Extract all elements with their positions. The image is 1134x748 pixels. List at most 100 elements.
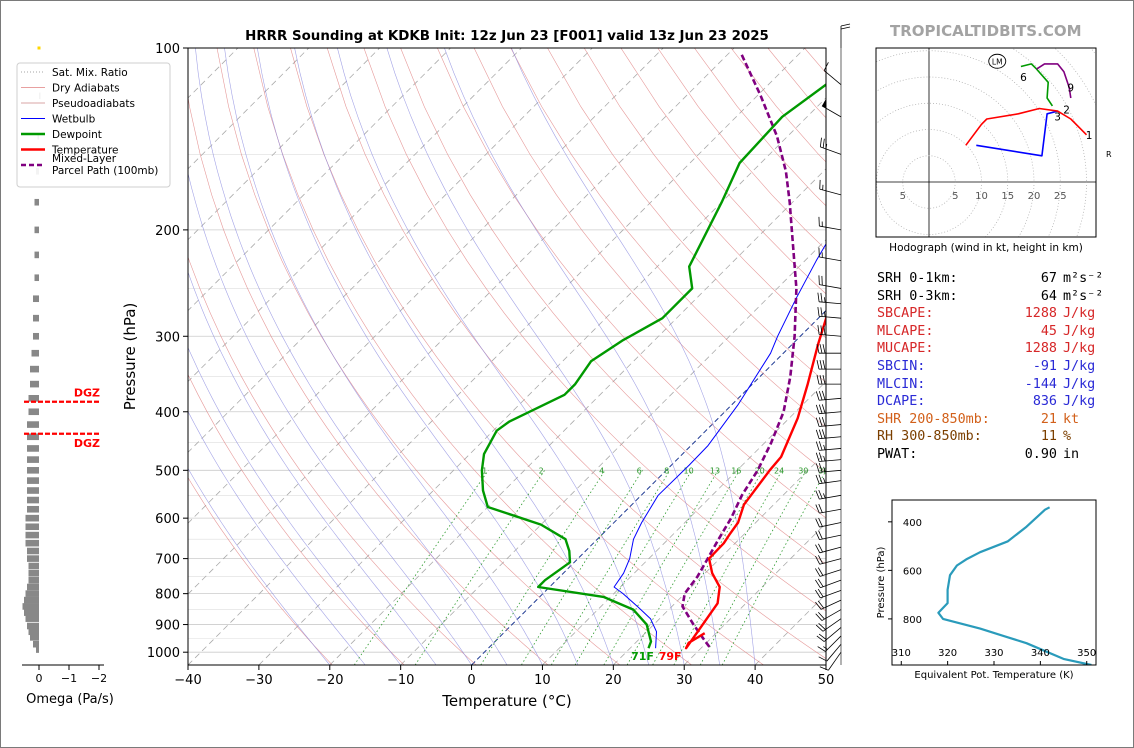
wind-barb — [815, 489, 842, 500]
hodograph-plot-area — [875, 47, 1097, 238]
omega-bar — [34, 226, 39, 234]
wind-barb — [815, 555, 842, 565]
omega-panel: 0 −1 −2 Omega (Pa/s) DGZ DGZ — [22, 46, 114, 707]
omega-bar — [27, 555, 39, 562]
param-key: PWAT: — [877, 446, 918, 462]
param-key: SBCIN: — [877, 358, 926, 374]
wind-barb — [816, 344, 841, 354]
wind-barb — [819, 137, 842, 155]
omega-bar — [28, 569, 39, 577]
wind-barb — [840, 23, 851, 48]
omega-bar — [27, 467, 39, 474]
omega-bar — [33, 332, 39, 340]
hodograph-height-label: 3 — [1054, 111, 1061, 123]
omega-bar — [30, 365, 39, 373]
legend-label: Wetbulb — [52, 114, 96, 126]
wind-barb — [819, 651, 842, 671]
param-value: 1288 — [1024, 306, 1057, 322]
param-key: SHR 200-850mb: — [877, 411, 990, 427]
hodograph-series: 1 23 6 9 LM — [965, 53, 1092, 157]
x-tick-label: 20 — [605, 673, 622, 688]
wind-barb — [816, 375, 841, 385]
wind-barb — [821, 98, 842, 118]
wind-barb — [815, 567, 842, 577]
theta-e-y-tick-label: 400 — [903, 518, 922, 529]
chart-title: HRRR Sounding at KDKB Init: 12z Jun 23 [… — [245, 29, 769, 44]
param-row: MLCAPE: 45 J/kg — [877, 323, 1103, 341]
hodograph-ring-label: 5 — [900, 191, 906, 202]
omega-tick-label: 0 — [36, 672, 43, 685]
theta-e-plot-area — [891, 499, 1097, 666]
omega-bar — [25, 590, 39, 597]
freezing-isotherm — [471, 309, 826, 665]
wind-barb — [815, 452, 842, 462]
dry-adiabat — [547, 48, 826, 383]
wind-barb — [815, 588, 842, 599]
x-tick-label: −30 — [245, 673, 272, 688]
omega-bar — [30, 380, 39, 388]
surface-temperature-label: 79F — [659, 650, 682, 663]
mixing-ratio-label: 6 — [637, 467, 642, 476]
hodograph-ring — [876, 50, 1061, 237]
omega-bar — [27, 496, 39, 504]
wind-barb — [816, 360, 841, 370]
moist-adiabat — [294, 48, 614, 665]
omega-bar — [24, 596, 39, 604]
moist-adiabat — [444, 48, 720, 665]
series-dewpoint — [480, 83, 826, 649]
dry-adiabat — [473, 48, 826, 473]
param-row: SRH 0-3km: 64 m²s⁻² — [877, 288, 1103, 306]
omega-bar — [30, 634, 39, 641]
dry-adiabat — [363, 48, 826, 612]
theta-e-axes: 310 320 330 340 350 400 600 800 Equivalent Pot. … — [876, 518, 1096, 681]
param-key: DCAPE: — [877, 394, 926, 410]
moist-adiabat — [188, 172, 472, 665]
param-key: MLCAPE: — [877, 323, 934, 339]
hodograph-edge-label: R — [1106, 150, 1112, 159]
hodograph-background: 5 5 10 15 20 25 — [876, 48, 1096, 237]
mixing-ratio-label: 30 — [798, 467, 808, 476]
hodograph-height-label: 2 — [1063, 105, 1070, 117]
param-row: MUCAPE: 1288 J/kg — [877, 340, 1103, 358]
wind-barb — [817, 325, 842, 337]
wind-barb — [815, 609, 842, 621]
moist-adiabat — [337, 48, 650, 665]
y-axis-label: Pressure (hPa) — [121, 303, 139, 411]
moist-adiabat — [257, 48, 579, 665]
mixing-ratio-label: 24 — [774, 467, 784, 476]
param-value: 1288 — [1024, 341, 1057, 357]
wind-barb — [818, 247, 842, 262]
x-tick-label: −10 — [387, 673, 414, 688]
param-unit: % — [1063, 429, 1072, 445]
param-key: SRH 0-1km: — [877, 271, 958, 286]
wind-barb — [817, 292, 842, 305]
wind-barb — [815, 474, 842, 485]
surface-dewpoint-label: 71F — [631, 650, 654, 663]
isotherm — [542, 380, 826, 665]
dry-adiabat — [188, 256, 477, 665]
param-value: -144 — [1024, 376, 1057, 392]
hodograph-caption: Hodograph (wind in kt, height in km) — [889, 242, 1083, 254]
omega-bar — [34, 251, 39, 259]
mixing-ratio-line — [626, 470, 740, 665]
isotherm — [683, 522, 826, 665]
omega-bar — [27, 487, 39, 494]
wind-barb — [815, 429, 842, 440]
param-value: 67 — [1040, 271, 1057, 286]
mixing-ratio-line — [414, 470, 546, 665]
dgz-label: DGZ — [74, 437, 100, 450]
omega-bar — [31, 349, 39, 357]
param-unit: J/kg — [1063, 341, 1096, 357]
hodograph-ring-label: 15 — [1001, 191, 1014, 202]
wind-barb — [815, 404, 842, 415]
hodograph-ring-label: 5 — [952, 191, 958, 202]
theta-e-series — [937, 506, 1092, 665]
hodograph-ring — [902, 155, 956, 209]
wind-barb — [815, 463, 842, 473]
dry-adiabat — [216, 48, 621, 665]
y-tick-label: 900 — [155, 619, 180, 634]
y-tick-label: 200 — [155, 224, 180, 239]
omega-bar — [27, 547, 39, 555]
theta-e-x-tick-label: 320 — [938, 648, 957, 659]
mixing-ratio-line — [721, 470, 826, 665]
